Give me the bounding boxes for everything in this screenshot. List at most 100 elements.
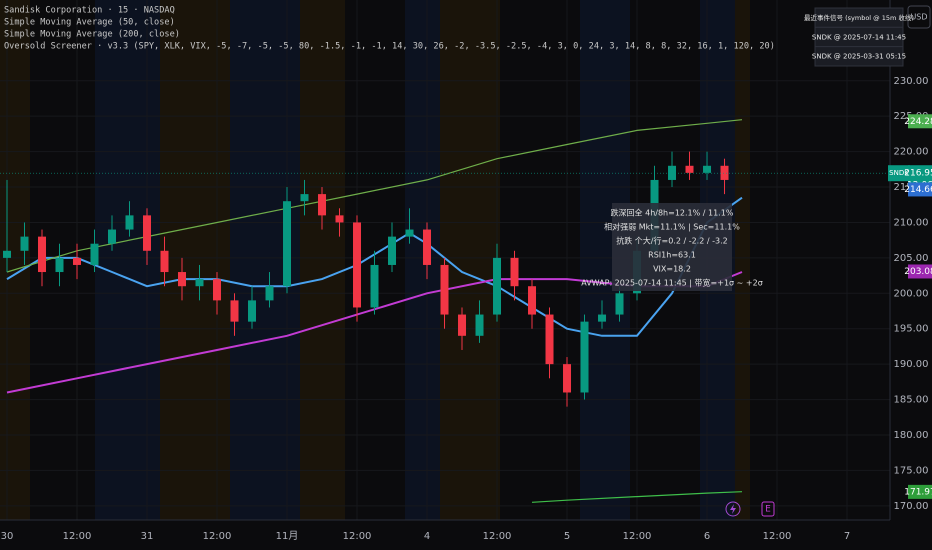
panel-row: 最近事件信号 (symbol @ 15m 收线) (804, 13, 914, 22)
grid (0, 0, 890, 520)
x-tick-label: 6 (704, 531, 710, 542)
tooltip-line: 相对强弱 Mkt=11.1% | Sec=11.1% (604, 222, 740, 232)
x-tick-label: 12:00 (623, 531, 652, 542)
tooltip-line: 抗跌 个大/行=0.2 / -2.2 / -3.2 (616, 236, 727, 246)
y-tick-label: 195.00 (894, 324, 929, 335)
dividend-icon (730, 504, 736, 514)
session-band (440, 0, 500, 520)
price-tag-label: 224.28 (904, 117, 932, 127)
price-tag (908, 182, 932, 197)
price-tag-label: 214.66 (904, 185, 932, 195)
candle-body (213, 279, 222, 301)
candle-body (458, 314, 467, 336)
overlay: SNDK216.9512:06224.28214.66203.08171.97U… (581, 5, 932, 517)
x-tick-label: 4 (424, 531, 430, 542)
y-tick-label: 200.00 (894, 288, 929, 299)
earnings-marker[interactable] (761, 501, 775, 517)
dividend-marker (725, 501, 741, 517)
candle-body (3, 250, 12, 258)
candle-body (598, 314, 607, 322)
candle-body (388, 236, 397, 265)
candle-body (300, 194, 309, 202)
legend-entry: Simple Moving Average (50, close) (4, 18, 175, 28)
candle-body (195, 279, 204, 287)
candle-body (160, 250, 169, 273)
candle-body (178, 272, 187, 287)
candle-body (440, 264, 449, 315)
candle-body (108, 229, 117, 244)
candle-body (370, 264, 379, 308)
price-tag (908, 114, 932, 129)
candle-body (405, 229, 414, 237)
candle-body (615, 293, 624, 315)
candle-body (283, 201, 292, 287)
x-tick-label: 5 (564, 531, 570, 542)
session-band (735, 0, 750, 520)
x-tick-label: 31 (141, 531, 154, 542)
tooltip-box (612, 203, 732, 291)
candle-body (230, 300, 239, 322)
panel-row: SNDK @ 2025-07-14 11:45 (812, 33, 906, 41)
currency-label: USD (910, 13, 927, 22)
session-band (160, 0, 230, 520)
candle-body (720, 165, 729, 180)
session-band (95, 0, 160, 520)
session-band (405, 0, 440, 520)
tooltip-line: 跌深回全 4h/8h=12.1% / 11.1% (611, 208, 734, 218)
x-tick-label: 12:00 (203, 531, 232, 542)
candle-body (20, 236, 29, 251)
candle-body (73, 257, 82, 265)
session-band (300, 0, 345, 520)
x-tick-label: 12:00 (763, 531, 792, 542)
indicator-line (6, 119, 743, 273)
y-tick-label: 205.00 (894, 253, 929, 264)
tooltip-line: VIX=18.2 (653, 265, 691, 274)
legend-entry: Oversold Screener · v3.3 (SPY, XLK, VIX,… (4, 42, 775, 52)
candle-body (685, 165, 694, 173)
candle-body (493, 257, 502, 315)
price-tag (908, 484, 932, 499)
candle-body (248, 300, 257, 322)
currency-button[interactable] (907, 5, 931, 29)
tooltip-line: RSI1h=63.1 (648, 251, 696, 260)
candle-body (143, 215, 152, 251)
x-tick-label: 30 (1, 531, 14, 542)
candle-body (265, 286, 274, 301)
x-tick-label: 11月 (276, 530, 299, 542)
y-tick-label: 175.00 (894, 465, 929, 476)
signal-panel (814, 7, 904, 67)
legend-entry: Simple Moving Average (200, close) (4, 30, 180, 40)
legend: Sandisk Corporation · 15 · NASDAQ Simple … (4, 6, 775, 52)
indicator-line (531, 491, 743, 503)
candle-body (353, 222, 362, 308)
candle-body (318, 194, 327, 216)
candle-body (580, 321, 589, 393)
candle-body (510, 257, 519, 287)
x-tick-label: 12:00 (343, 531, 372, 542)
earnings-label: E (765, 505, 771, 515)
y-tick-label: 185.00 (894, 395, 929, 406)
price-tag-label: 171.97 (904, 487, 932, 497)
candle-body (703, 165, 712, 173)
session-bands (0, 0, 750, 520)
session-band (0, 0, 30, 520)
price-tag (908, 264, 932, 279)
last-price-label: 216.95 (904, 169, 932, 179)
y-tick-label: 220.00 (894, 147, 929, 158)
candle-body (545, 314, 554, 365)
legend-entry: Sandisk Corporation · 15 · NASDAQ (4, 6, 175, 16)
y-tick-label: 230.00 (894, 76, 929, 87)
symbol-tag (888, 165, 910, 182)
candle-body (335, 215, 344, 223)
tooltip-line: AVWAP: 2025-07-14 11:45 | 带宽=+1σ ~ +2σ (581, 278, 763, 288)
candle-body (563, 364, 572, 393)
y-tick-label: 180.00 (894, 430, 929, 441)
candle-body (125, 215, 134, 230)
candle-body (668, 165, 677, 180)
candle-body (55, 257, 64, 273)
y-tick-label: 210.00 (894, 217, 929, 228)
x-tick-label: 12:00 (483, 531, 512, 542)
candle-body (38, 236, 47, 273)
symbol-tag-label: SNDK (889, 169, 909, 177)
